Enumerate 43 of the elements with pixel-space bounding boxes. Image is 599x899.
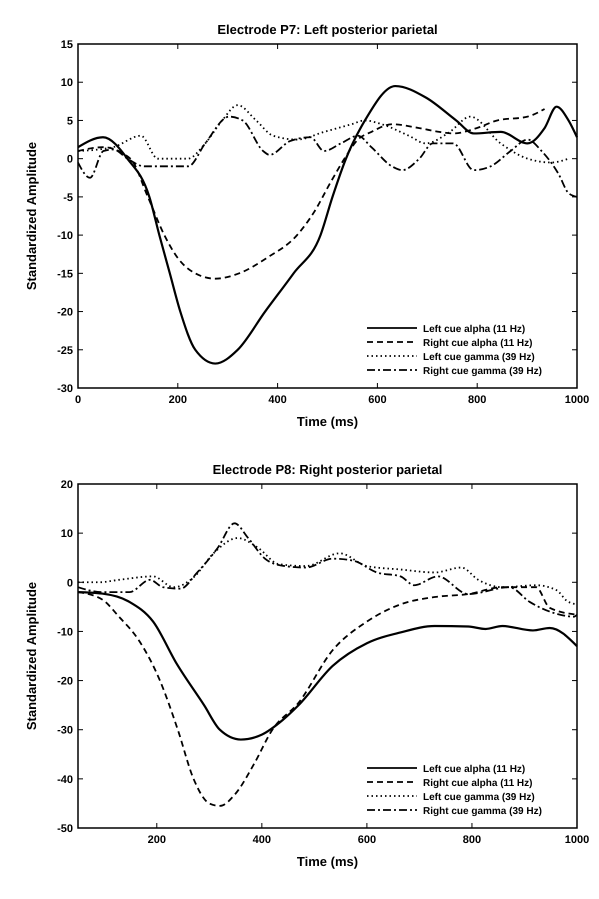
y-tick-label: -30 — [57, 724, 73, 737]
y-tick-label: 5 — [66, 115, 73, 128]
legend-label: Left cue alpha (11 Hz) — [423, 324, 526, 335]
x-tick-label: 800 — [468, 394, 486, 406]
y-axis-title: Standardized Amplitude — [24, 142, 39, 290]
legend-label: Left cue gamma (39 Hz) — [423, 352, 535, 363]
x-tick-label: 800 — [462, 834, 482, 846]
y-tick-label: 20 — [60, 479, 73, 491]
legend-label: Right cue alpha (11 Hz) — [423, 778, 532, 789]
y-tick-label: -15 — [57, 268, 73, 280]
x-tick-label: 400 — [252, 834, 272, 846]
legend-label: Right cue gamma (39 Hz) — [423, 806, 542, 817]
y-tick-label: -20 — [57, 306, 73, 319]
x-tick-label: 600 — [368, 394, 387, 406]
y-tick-label: -10 — [57, 626, 73, 638]
x-axis-title: Time (ms) — [296, 414, 358, 429]
x-tick-label: 200 — [148, 834, 166, 846]
y-tick-label: -10 — [57, 230, 73, 242]
legend-label: Left cue alpha (11 Hz) — [423, 764, 526, 775]
x-axis-title: Time (ms) — [296, 854, 358, 869]
legend-label: Left cue gamma (39 Hz) — [423, 792, 535, 803]
legend-label: Right cue gamma (39 Hz) — [423, 366, 542, 377]
y-tick-label: -40 — [57, 774, 73, 786]
y-tick-label: -30 — [57, 383, 73, 395]
y-tick-label: 10 — [60, 528, 73, 540]
x-tick-label: 200 — [168, 394, 187, 406]
x-tick-label: 0 — [74, 394, 82, 406]
legend-label: Right cue alpha (11 Hz) — [423, 338, 532, 349]
chart-title: Electrode P8: Right posterior parietal — [212, 462, 442, 477]
chart-title: Electrode P7: Left posterior parietal — [217, 22, 438, 37]
y-tick-label: 15 — [60, 39, 73, 51]
y-tick-label: 10 — [60, 77, 73, 90]
y-tick-label: -25 — [57, 344, 73, 357]
y-tick-label: -50 — [57, 823, 73, 835]
y-tick-label: 0 — [66, 577, 73, 590]
x-tick-label: 600 — [358, 834, 376, 846]
x-tick-label: 1000 — [564, 394, 590, 406]
y-axis-title: Standardized Amplitude — [24, 582, 39, 730]
y-tick-label: -5 — [63, 192, 73, 204]
x-tick-label: 1000 — [564, 834, 590, 846]
y-tick-label: 0 — [66, 154, 73, 166]
y-tick-label: -20 — [57, 676, 73, 688]
x-tick-label: 400 — [268, 394, 287, 406]
